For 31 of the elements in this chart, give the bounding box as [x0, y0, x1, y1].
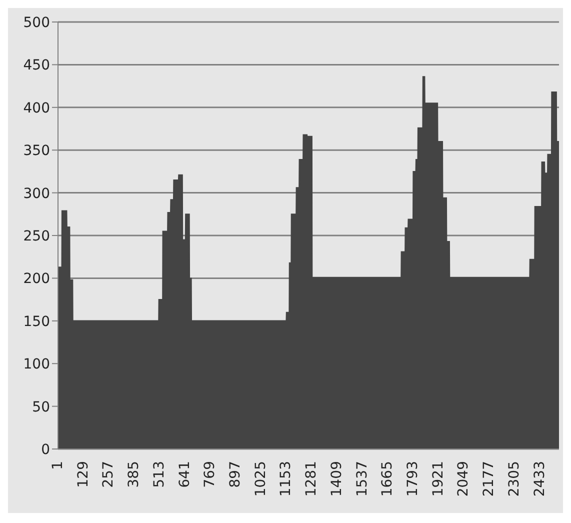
x-tick-label: 385	[126, 461, 142, 488]
y-tick-label: 50	[32, 399, 50, 416]
x-tick-label: 1921	[430, 461, 446, 497]
x-tick-label: 1281	[304, 461, 320, 497]
x-tick-label: 1793	[405, 461, 421, 497]
y-tick-label: 200	[23, 271, 50, 288]
x-tick-label: 513	[151, 461, 168, 488]
x-tick-label: 641	[176, 461, 193, 488]
x-tick-label: 2305	[506, 461, 522, 497]
y-tick-label: 450	[23, 58, 50, 74]
x-tick-label: 1025	[252, 461, 269, 497]
y-tick-label: 100	[23, 356, 50, 373]
y-tick-label: 300	[23, 186, 50, 202]
x-tick-label: 769	[202, 461, 218, 488]
y-tick-label: 150	[23, 314, 50, 330]
y-tick-label: 400	[23, 100, 50, 116]
x-tick-label: 2433	[532, 461, 548, 497]
y-tick-label: 500	[23, 14, 50, 31]
x-tick-label: 2177	[481, 461, 498, 497]
x-tick-label: 2049	[456, 461, 472, 497]
y-tick-label: 250	[23, 228, 50, 244]
x-tick-label: 1409	[328, 461, 345, 497]
x-tick-label: 1	[50, 461, 66, 470]
y-tick-label: 0	[41, 442, 50, 458]
x-tick-label: 129	[75, 461, 92, 488]
x-tick-label: 257	[100, 461, 117, 488]
x-tick-label: 1665	[380, 461, 396, 497]
y-tick-label: 350	[23, 143, 50, 160]
x-tick-label: 897	[228, 461, 244, 488]
x-tick-label: 1537	[354, 461, 370, 497]
x-tick-label: 1153	[278, 461, 294, 497]
